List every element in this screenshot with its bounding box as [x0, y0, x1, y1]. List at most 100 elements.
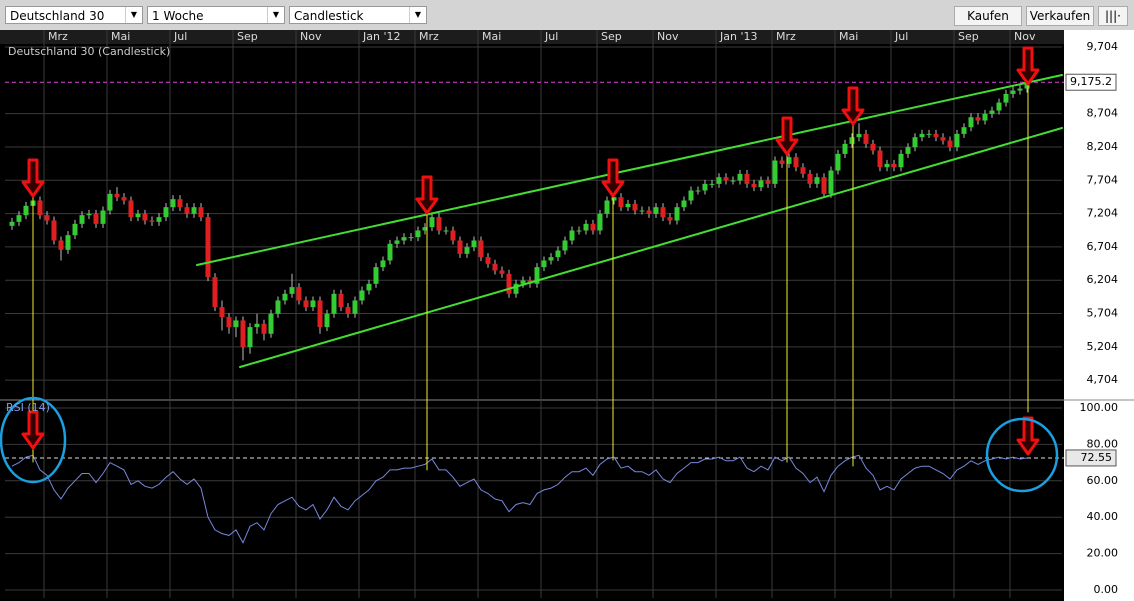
candle-body [765, 180, 771, 184]
x-tick-label: Jan '12 [362, 30, 400, 43]
arrow [775, 116, 799, 156]
candle-body [709, 183, 715, 185]
x-tick-label: Jul [173, 30, 187, 43]
x-axis-strip [0, 30, 1134, 44]
tools-button[interactable]: |||· [1098, 6, 1128, 26]
y-tick-label: 20.00 [1087, 547, 1119, 560]
candle-body [513, 283, 519, 294]
candle-body [989, 110, 995, 114]
candle-body [800, 167, 806, 174]
candle-body [37, 200, 43, 216]
candle-body [506, 273, 512, 294]
candle-body [268, 313, 274, 334]
type-select[interactable]: Candlestick ▼ [289, 6, 427, 24]
candle-body [191, 207, 197, 214]
candle-body [212, 277, 218, 308]
candle-body [457, 240, 463, 254]
candle-body [688, 190, 694, 201]
instrument: Deutschland 30 [10, 9, 105, 23]
arrow [1016, 46, 1040, 86]
candle-body [373, 267, 379, 284]
candle-body [653, 207, 659, 214]
candle-body [324, 313, 330, 328]
candle-body [821, 177, 827, 194]
candle-body [891, 163, 897, 168]
candle-body [44, 215, 50, 221]
candle-body [289, 287, 295, 294]
candle-body [170, 199, 176, 208]
last-value-label: 72.55 [1081, 451, 1113, 464]
instrument-select[interactable]: Deutschland 30 ▼ [5, 6, 143, 24]
candle-body [16, 215, 22, 222]
interval-select[interactable]: 1 Woche ▼ [147, 6, 285, 24]
x-tick-label: Mai [482, 30, 501, 43]
candle-body [877, 150, 883, 168]
candle-body [835, 153, 841, 171]
x-tick-label: Mrz [48, 30, 68, 43]
candle-body [331, 293, 337, 314]
candle-body [744, 173, 750, 184]
candle-body [1010, 90, 1016, 94]
arrow [21, 410, 45, 450]
candle-body [303, 300, 309, 308]
candle-body [247, 327, 253, 348]
y-tick-label: 9,704 [1087, 40, 1119, 53]
candle-body [828, 170, 834, 194]
candle-body [660, 207, 666, 218]
candle-body [884, 163, 890, 168]
candle-body [583, 223, 589, 231]
x-tick-label: Sep [958, 30, 979, 43]
candle-body [128, 200, 134, 218]
candle-body [975, 117, 981, 121]
candle-body [156, 217, 162, 222]
y-tick-label: 6,204 [1087, 273, 1119, 286]
candle-body [261, 323, 267, 334]
x-tick-label: Mrz [419, 30, 439, 43]
candle-body [674, 207, 680, 221]
highlight-circle [0, 396, 67, 484]
y-tick-label: 80.00 [1087, 437, 1119, 450]
candle-body [940, 137, 946, 141]
y-tick-label: 100.00 [1080, 401, 1119, 414]
candle-body [968, 117, 974, 128]
arrow [415, 175, 439, 215]
arrow [841, 86, 865, 126]
x-tick-label: Jul [544, 30, 558, 43]
candle-body [947, 140, 953, 148]
candle-body [667, 217, 673, 221]
candle-body [555, 250, 561, 258]
candle-body [1017, 88, 1023, 91]
candle-body [898, 153, 904, 168]
candle-body [723, 177, 729, 181]
annotations [0, 46, 1063, 493]
candle-body [177, 199, 183, 208]
candle-body [856, 133, 862, 138]
candle-body [163, 207, 169, 218]
candle-body [632, 203, 638, 211]
interval: 1 Woche [152, 9, 204, 23]
candle-body [758, 180, 764, 188]
last-value-box [1065, 449, 1117, 467]
buy-button[interactable]: Kaufen [954, 6, 1022, 26]
x-tick-label: Nov [657, 30, 679, 43]
candle-body [401, 237, 407, 241]
candle-body [625, 203, 631, 208]
y-tick-label: 40.00 [1087, 510, 1119, 523]
candle-body [86, 213, 92, 216]
y-tick-label: 8,204 [1087, 140, 1119, 153]
candle-body [961, 127, 967, 134]
candle-body [107, 193, 113, 211]
candle-body [23, 205, 29, 216]
candle-body [499, 270, 505, 274]
candle-body [485, 257, 491, 264]
last-value-box [1065, 73, 1117, 91]
candle-body [597, 213, 603, 231]
candle-body [646, 210, 652, 214]
candle-body [394, 240, 400, 244]
background [0, 30, 1134, 601]
candle-body [408, 237, 414, 239]
candle-body [51, 220, 57, 241]
candle-body [996, 102, 1002, 111]
trend-line [196, 74, 1063, 266]
sell-button[interactable]: Verkaufen [1026, 6, 1094, 26]
